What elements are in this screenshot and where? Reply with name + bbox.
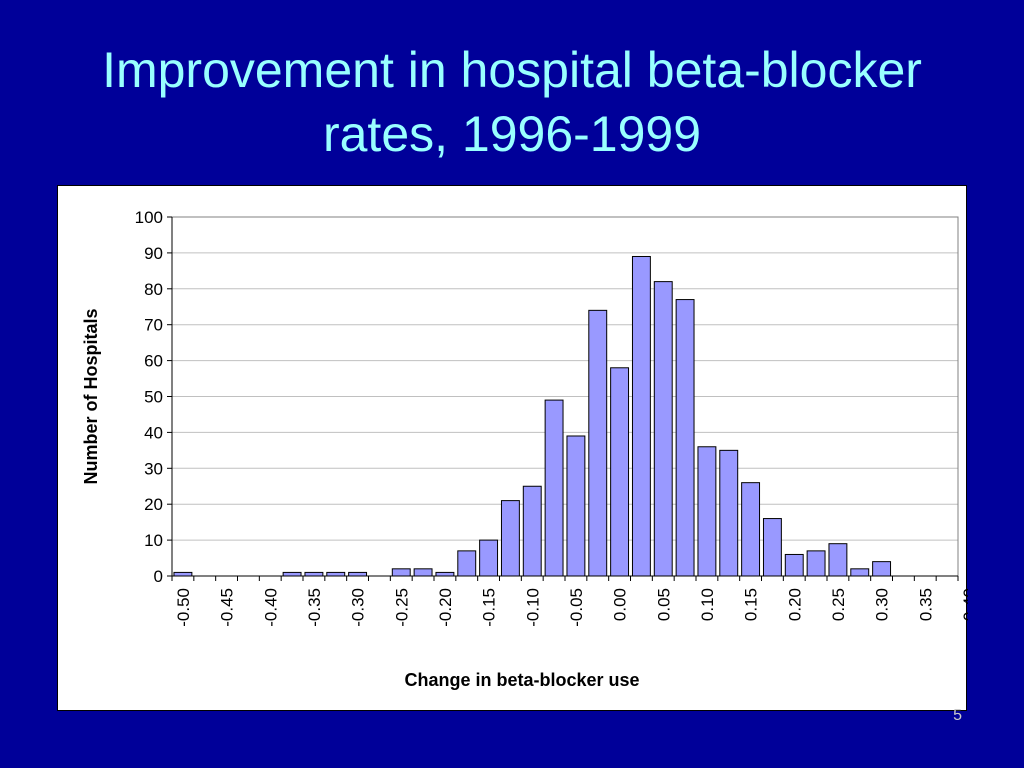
x-tick-label: 0.20 [785,588,804,621]
y-tick-label: 30 [144,459,163,478]
x-tick-label: 0.10 [698,588,717,621]
x-tick-label: -0.45 [218,588,237,627]
x-tick-label: -0.20 [436,588,455,627]
histogram-bar [610,367,630,577]
histogram-bar [435,571,455,577]
x-axis-label: Change in beta-blocker use [404,670,639,690]
x-tick-label: -0.25 [392,588,411,627]
histogram-bar [653,281,673,577]
slide-number: 5 [953,707,962,724]
y-axis-tick-labels: 0 10 20 30 40 50 60 70 80 90 100 [135,208,172,586]
histogram-bar [719,449,739,577]
histogram-bar [588,309,608,577]
x-tick-label: 0.05 [654,588,673,621]
histogram-bar [522,485,542,577]
x-axis-tick-labels: -0.50 -0.45 -0.40 -0.35 -0.30 -0.25 -0.20 -0.15… [171,576,968,627]
y-tick-label: 90 [144,244,163,263]
histogram-bar [326,571,346,577]
histogram-bar [872,561,892,577]
histogram-bar [479,539,499,577]
histogram-bar [413,568,433,577]
histogram-bar [566,435,586,577]
chart-panel: 0 10 20 30 40 50 60 70 80 90 100 -0.50 -0.45 -0.40 -0… [57,185,968,711]
x-tick-label: 0.00 [611,588,630,621]
x-tick-label: -0.15 [480,588,499,627]
histogram-bar [828,543,848,577]
histogram-bar [282,571,302,577]
y-tick-label: 50 [144,388,163,407]
histogram-bar [631,255,651,577]
gridlines [172,216,958,577]
histogram-bar [806,550,826,577]
histogram-bar [762,518,782,577]
histogram-bar [850,568,870,577]
y-tick-label: 20 [144,495,163,514]
x-tick-label: -0.40 [261,588,280,627]
y-tick-label: 100 [135,208,163,227]
x-tick-label: -0.50 [174,588,193,627]
y-tick-label: 0 [154,567,163,586]
histogram-bar [391,568,411,577]
slide-title: Improvement in hospital beta-blocker rat… [102,42,922,162]
x-tick-label: -0.10 [523,588,542,627]
y-tick-label: 10 [144,531,163,550]
y-axis-label: Number of Hospitals [81,308,101,484]
x-tick-label: 0.15 [742,588,761,621]
histogram-bar [304,571,324,577]
histogram-bar [697,446,717,577]
histogram-bar [500,500,520,577]
bars [173,255,892,577]
histogram-bar [784,553,804,577]
y-tick-label: 70 [144,316,163,335]
y-tick-label: 80 [144,280,163,299]
histogram-bar [173,571,193,577]
histogram-bar [348,571,368,577]
histogram-bar [675,299,695,577]
histogram-bar [457,550,477,577]
x-tick-label: 0.25 [829,588,848,621]
y-tick-label: 40 [144,423,163,442]
x-tick-label: -0.30 [349,588,368,627]
x-tick-label: 0.40 [960,588,968,621]
histogram-bar [741,482,761,577]
y-tick-label: 60 [144,352,163,371]
histogram-bar [544,399,564,577]
x-tick-label: -0.35 [305,588,324,627]
x-tick-label: -0.05 [567,588,586,627]
x-tick-label: 0.35 [916,588,935,621]
x-tick-label: 0.30 [873,588,892,621]
